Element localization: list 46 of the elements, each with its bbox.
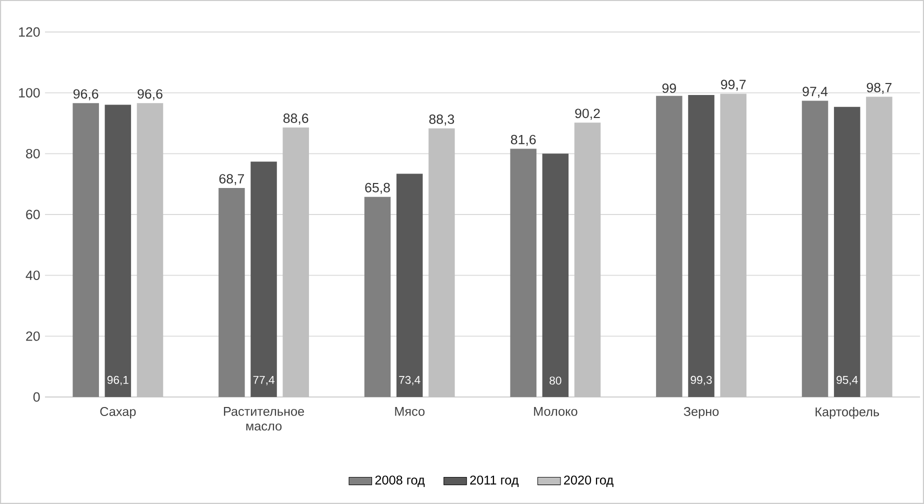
data-label: 81,6: [510, 134, 536, 146]
bar: [104, 104, 132, 397]
bar: [656, 96, 682, 397]
data-label: 77,4: [253, 376, 274, 386]
y-tick-label: 100: [19, 88, 40, 98]
data-label: 88,3: [429, 114, 454, 126]
bar: [250, 162, 277, 397]
y-tick-label: 60: [26, 210, 40, 220]
data-label: 73,4: [399, 376, 420, 386]
data-label: 68,7: [219, 174, 244, 186]
x-tick-label: Картофель: [816, 407, 880, 419]
bar: [396, 174, 423, 397]
bar: [802, 100, 828, 397]
data-label: 96,6: [138, 89, 162, 100]
x-tick-label: Растительное масло: [224, 407, 304, 431]
data-label: 98,7: [866, 82, 892, 94]
data-label: 96,1: [107, 376, 128, 386]
y-tick-label: 0: [33, 392, 40, 402]
legend-label: 2008 год: [375, 476, 425, 487]
data-label: 88,6: [283, 114, 308, 125]
bar: [510, 148, 536, 397]
data-label: 99: [662, 84, 676, 93]
x-tick-label: Зерно: [684, 407, 719, 419]
data-label: 90,2: [575, 108, 600, 120]
data-label: 95,4: [836, 376, 858, 386]
y-tick-label: 120: [19, 27, 40, 37]
bar: [834, 106, 860, 397]
data-label: 96,6: [73, 89, 98, 100]
bar: [688, 94, 714, 397]
bar: [72, 103, 99, 397]
bar: [542, 154, 569, 397]
bar: [218, 188, 245, 397]
legend-label: 2011 год: [470, 476, 519, 487]
data-label: 65,8: [365, 182, 390, 194]
data-label: 80: [550, 376, 562, 385]
data-label: 97,4: [802, 86, 828, 98]
x-tick-label: Молоко: [534, 407, 578, 416]
x-tick-label: Мясо: [395, 407, 425, 416]
bar: [364, 196, 391, 397]
x-tick-label: Сахар: [100, 407, 136, 419]
y-tick-label: 80: [26, 148, 40, 158]
y-tick-label: 40: [26, 270, 40, 280]
legend-label: 2020 год: [564, 476, 614, 487]
data-label: 99,3: [690, 376, 712, 386]
y-tick-label: 20: [26, 331, 40, 341]
data-label: 99,7: [720, 80, 746, 91]
